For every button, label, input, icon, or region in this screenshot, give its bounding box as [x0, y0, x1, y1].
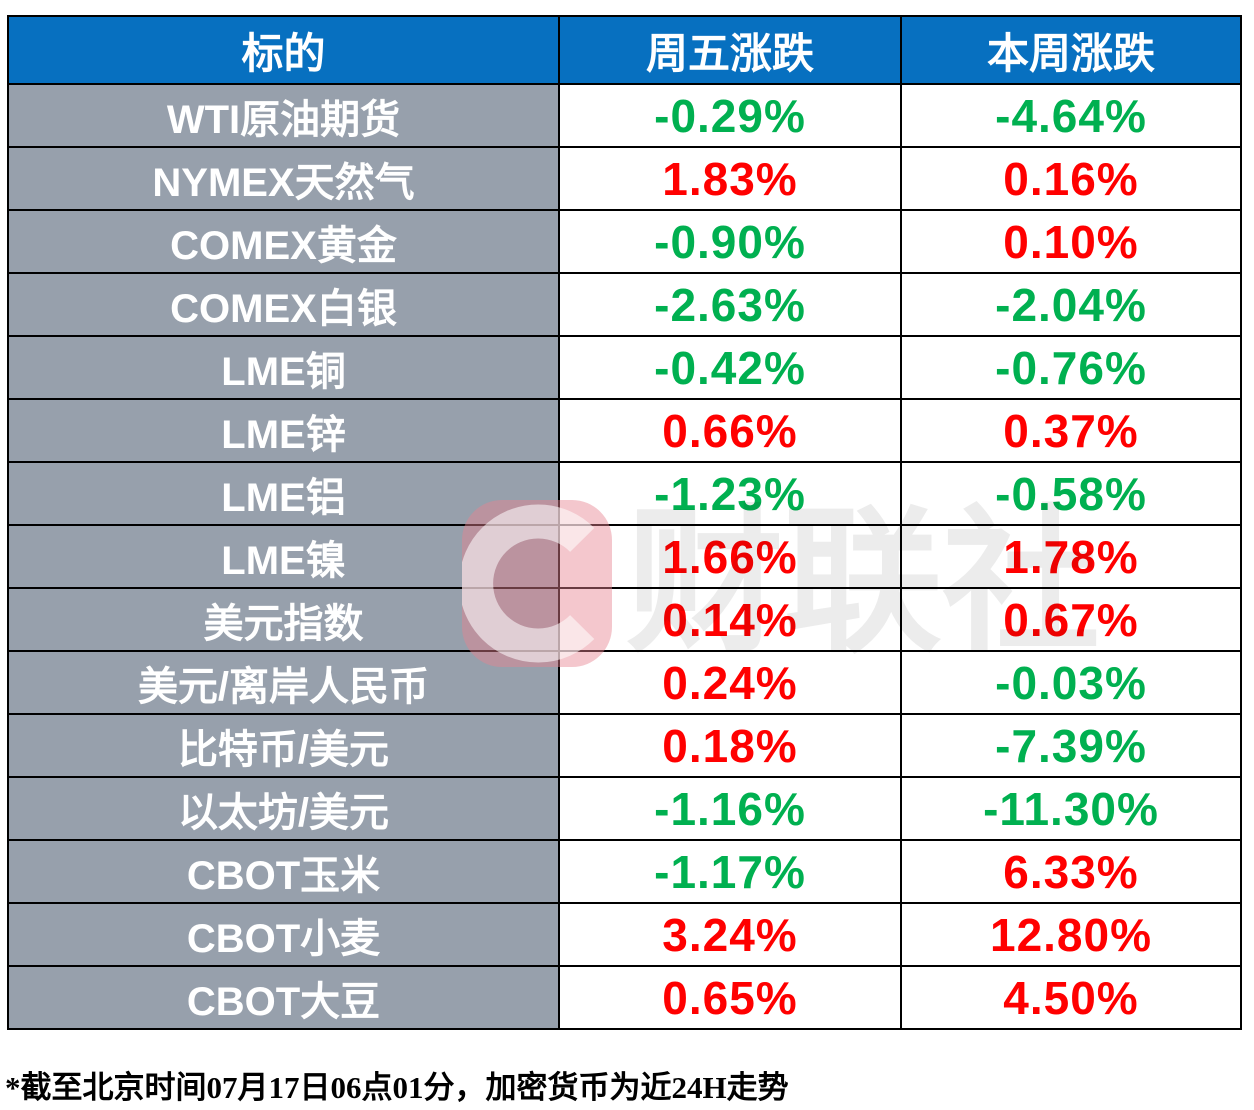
friday-change-value: -1.17% [558, 839, 902, 904]
table-row: LME铝 -1.23% -0.58% [7, 461, 1242, 526]
footnote: *截至北京时间07月17日06点01分，加密货币为近24H走势 [5, 1070, 789, 1105]
friday-change-value: -0.42% [558, 335, 902, 400]
table-row: LME铜 -0.42% -0.76% [7, 335, 1242, 400]
table-row: COMEX黄金 -0.90% 0.10% [7, 209, 1242, 274]
friday-change-value: 0.18% [558, 713, 902, 778]
friday-change-value: 0.66% [558, 398, 902, 463]
week-change-value: -0.76% [900, 335, 1242, 400]
target-label: NYMEX天然气 [7, 146, 560, 211]
week-change-value: 1.78% [900, 524, 1242, 589]
target-label: CBOT小麦 [7, 902, 560, 967]
target-label: LME镍 [7, 524, 560, 589]
target-label: LME铜 [7, 335, 560, 400]
week-change-value: -11.30% [900, 776, 1242, 841]
column-header-week-change: 本周涨跌 [900, 15, 1242, 85]
friday-change-value: 0.14% [558, 587, 902, 652]
table-row: NYMEX天然气 1.83% 0.16% [7, 146, 1242, 211]
friday-change-value: 0.65% [558, 965, 902, 1030]
friday-change-value: -0.29% [558, 83, 902, 148]
table-row: CBOT大豆 0.65% 4.50% [7, 965, 1242, 1030]
friday-change-value: -1.23% [558, 461, 902, 526]
table-row: 以太坊/美元 -1.16% -11.30% [7, 776, 1242, 841]
target-label: LME锌 [7, 398, 560, 463]
week-change-value: 0.67% [900, 587, 1242, 652]
week-change-value: 12.80% [900, 902, 1242, 967]
table-row: 比特币/美元 0.18% -7.39% [7, 713, 1242, 778]
week-change-value: 0.16% [900, 146, 1242, 211]
target-label: 美元/离岸人民币 [7, 650, 560, 715]
friday-change-value: -1.16% [558, 776, 902, 841]
week-change-value: 4.50% [900, 965, 1242, 1030]
target-label: COMEX白银 [7, 272, 560, 337]
column-header-friday-change: 周五涨跌 [558, 15, 902, 85]
week-change-value: -7.39% [900, 713, 1242, 778]
target-label: LME铝 [7, 461, 560, 526]
friday-change-value: 1.66% [558, 524, 902, 589]
table-body: WTI原油期货 -0.29% -4.64% NYMEX天然气 1.83% 0.16% COM… [7, 83, 1242, 1030]
table-row: LME锌 0.66% 0.37% [7, 398, 1242, 463]
market-change-table: 标的 周五涨跌 本周涨跌 WTI原油期货 -0.29% -4.64% NYMEX天然气… [7, 15, 1242, 1030]
target-label: CBOT玉米 [7, 839, 560, 904]
table-row: LME镍 1.66% 1.78% [7, 524, 1242, 589]
table-row: 美元指数 0.14% 0.67% [7, 587, 1242, 652]
table-row: CBOT小麦 3.24% 12.80% [7, 902, 1242, 967]
week-change-value: -0.03% [900, 650, 1242, 715]
table-row: CBOT玉米 -1.17% 6.33% [7, 839, 1242, 904]
column-header-target: 标的 [7, 15, 560, 85]
week-change-value: -2.04% [900, 272, 1242, 337]
table-row: WTI原油期货 -0.29% -4.64% [7, 83, 1242, 148]
friday-change-value: 3.24% [558, 902, 902, 967]
week-change-value: 0.10% [900, 209, 1242, 274]
friday-change-value: -0.90% [558, 209, 902, 274]
target-label: 美元指数 [7, 587, 560, 652]
target-label: 以太坊/美元 [7, 776, 560, 841]
target-label: COMEX黄金 [7, 209, 560, 274]
week-change-value: 0.37% [900, 398, 1242, 463]
target-label: 比特币/美元 [7, 713, 560, 778]
table-header-row: 标的 周五涨跌 本周涨跌 [7, 15, 1242, 85]
week-change-value: 6.33% [900, 839, 1242, 904]
week-change-value: -4.64% [900, 83, 1242, 148]
target-label: CBOT大豆 [7, 965, 560, 1030]
friday-change-value: -2.63% [558, 272, 902, 337]
week-change-value: -0.58% [900, 461, 1242, 526]
table-row: COMEX白银 -2.63% -2.04% [7, 272, 1242, 337]
table-row: 美元/离岸人民币 0.24% -0.03% [7, 650, 1242, 715]
target-label: WTI原油期货 [7, 83, 560, 148]
friday-change-value: 0.24% [558, 650, 902, 715]
friday-change-value: 1.83% [558, 146, 902, 211]
